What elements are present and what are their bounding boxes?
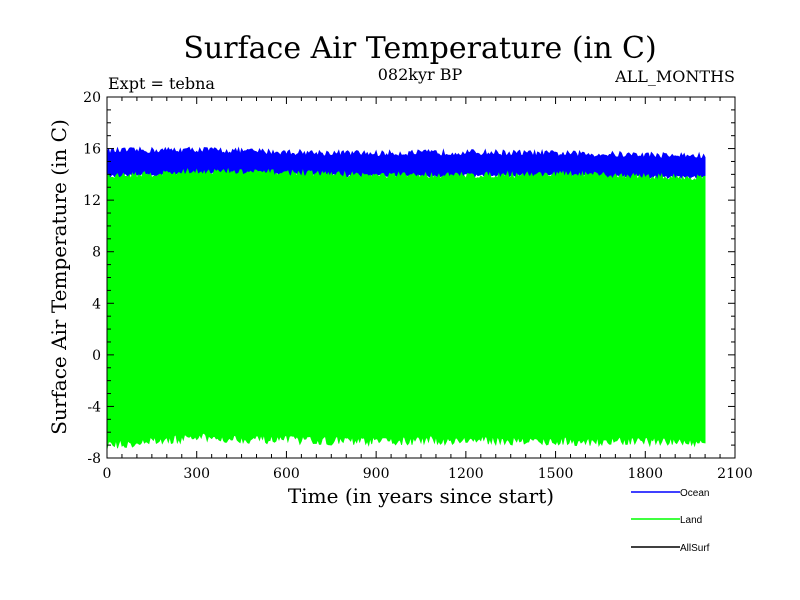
y-tick-label: 0 xyxy=(92,348,101,364)
x-tick-label: 900 xyxy=(363,466,390,482)
x-tick-label: 1500 xyxy=(538,466,574,482)
y-tick-label: 4 xyxy=(92,296,101,312)
y-tick-label: 12 xyxy=(83,193,101,209)
legend-label-allsurf: AllSurf xyxy=(680,543,710,554)
y-tick-label: 16 xyxy=(83,142,101,158)
y-axis-label: Surface Air Temperature (in C) xyxy=(47,119,71,435)
legend-label-land: Land xyxy=(680,515,702,526)
x-tick-label: 2100 xyxy=(717,466,753,482)
chart-title: Surface Air Temperature (in C) xyxy=(183,31,656,66)
x-tick-label: 1200 xyxy=(448,466,484,482)
y-tick-label: 8 xyxy=(92,245,101,261)
legend: Ocean Land AllSurf xyxy=(631,488,710,554)
months-label: ALL_MONTHS xyxy=(614,67,735,86)
x-tick-label: 1800 xyxy=(627,466,663,482)
y-tick-label: -8 xyxy=(87,451,101,467)
x-tick-label: 0 xyxy=(103,466,112,482)
x-axis-label: Time (in years since start) xyxy=(288,484,554,508)
chart-subtitle: 082kyr BP xyxy=(378,65,463,84)
x-tick-label: 600 xyxy=(273,466,300,482)
axis-ticks: 0 300 600 900 1200 1500 1800 2100 -8 -4 0 4 8 12 16 20 xyxy=(83,90,753,482)
y-tick-label: 20 xyxy=(83,90,101,106)
legend-label-ocean: Ocean xyxy=(680,488,709,499)
plot-area xyxy=(106,146,706,450)
x-tick-label: 300 xyxy=(183,466,210,482)
series-land-band xyxy=(106,167,706,450)
experiment-label: Expt = tebna xyxy=(108,74,215,93)
y-tick-label: -4 xyxy=(87,399,101,415)
